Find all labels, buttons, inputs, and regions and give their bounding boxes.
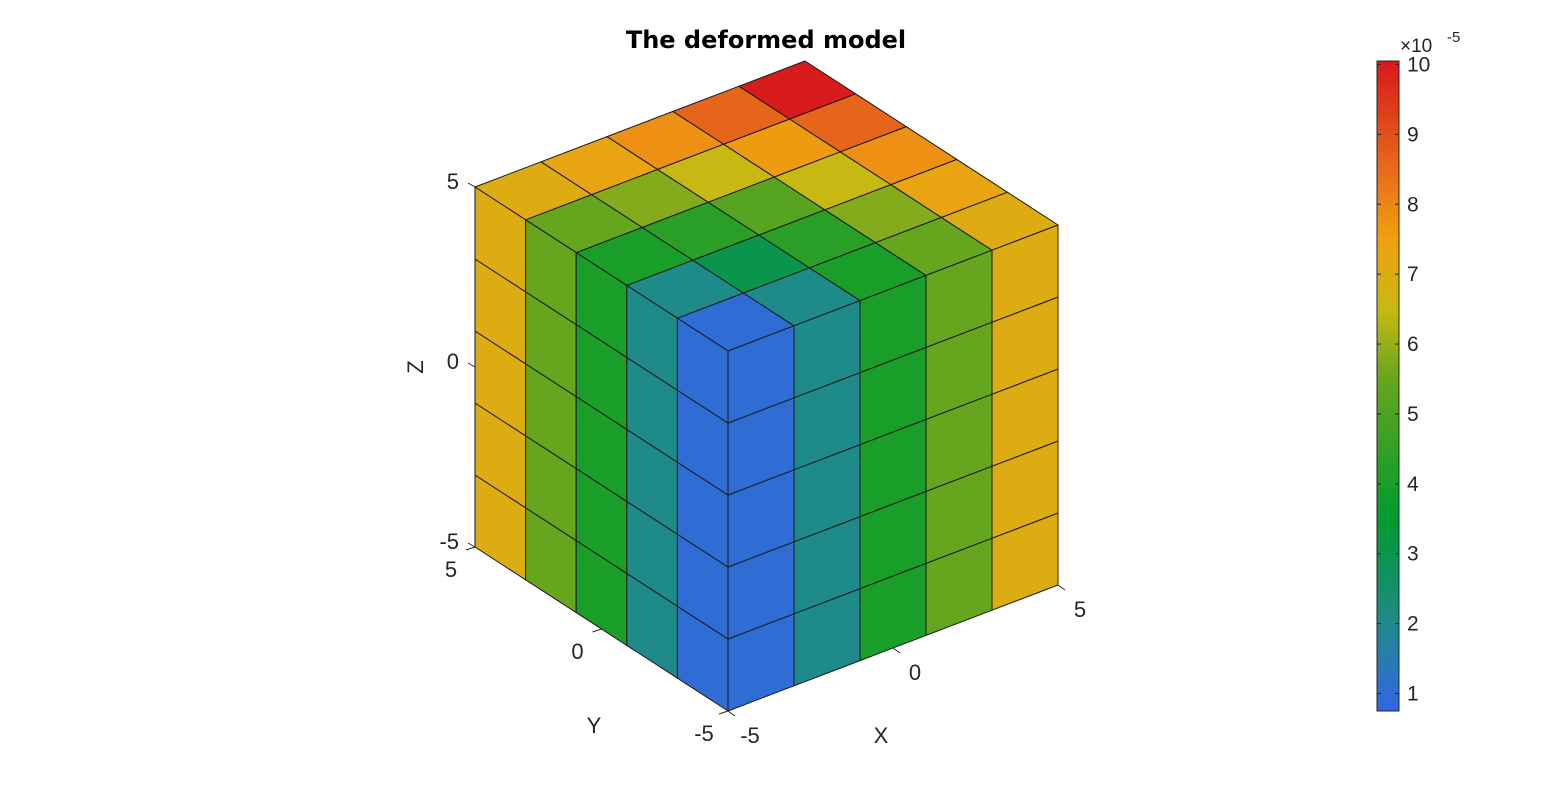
colorbar-tick-label: 4 [1407,473,1419,496]
x-tick-label: -5 [740,723,760,748]
z-tick-label: -5 [439,529,459,554]
colorbar-tick-label: 9 [1407,123,1419,146]
z-tick-label: 0 [447,349,459,374]
chart-title: The deformed model [626,26,906,54]
x-tick-label: 5 [1074,597,1086,622]
y-tick-label: -5 [694,721,714,746]
colorbar-tick-label: 10 [1407,53,1430,76]
z-tick-mark [467,362,476,368]
colorbar-exponent: -5 [1447,29,1460,46]
x-tick-mark [1057,584,1066,591]
x-tick-mark [892,647,901,654]
z-tick-label: 5 [447,169,459,194]
colorbar: 1 2 3 4 5 6 7 8 9 10 ×10 -5 [1376,29,1460,712]
z-tick-mark [467,542,476,548]
x-tick-label: 0 [909,660,921,685]
z-tick-mark [467,182,476,188]
top-face-cell [738,60,857,120]
colorbar-tick-label: 6 [1407,333,1419,356]
colorbar-ticks: 1 2 3 4 5 6 7 8 9 10 [1377,53,1430,706]
y-tick-label: 5 [445,557,457,582]
x-axis-label: X [874,723,889,748]
y-axis-label: Y [587,713,602,738]
cube-mesh [474,60,1059,712]
colorbar-exponent-base: ×10 [1400,36,1432,57]
colorbar-scale [1376,60,1400,712]
z-axis-label: Z [403,360,428,373]
colorbar-tick-label: 1 [1407,683,1419,706]
colorbar-tick-label: 3 [1407,543,1419,566]
colorbar-tick-label: 8 [1407,193,1419,216]
colorbar-tick-label: 5 [1407,403,1419,426]
x-tick-mark [727,710,736,717]
y-tick-mark [592,628,602,633]
axes: -5 0 5 -5 0 5 -5 0 5 [439,169,1086,748]
right-face-cell [991,224,1059,323]
colorbar-tick-label: 2 [1407,613,1419,636]
y-tick-mark [718,710,729,715]
y-tick-mark [465,546,476,551]
y-tick-label: 0 [571,639,583,664]
colorbar-tick-label: 7 [1407,263,1419,286]
